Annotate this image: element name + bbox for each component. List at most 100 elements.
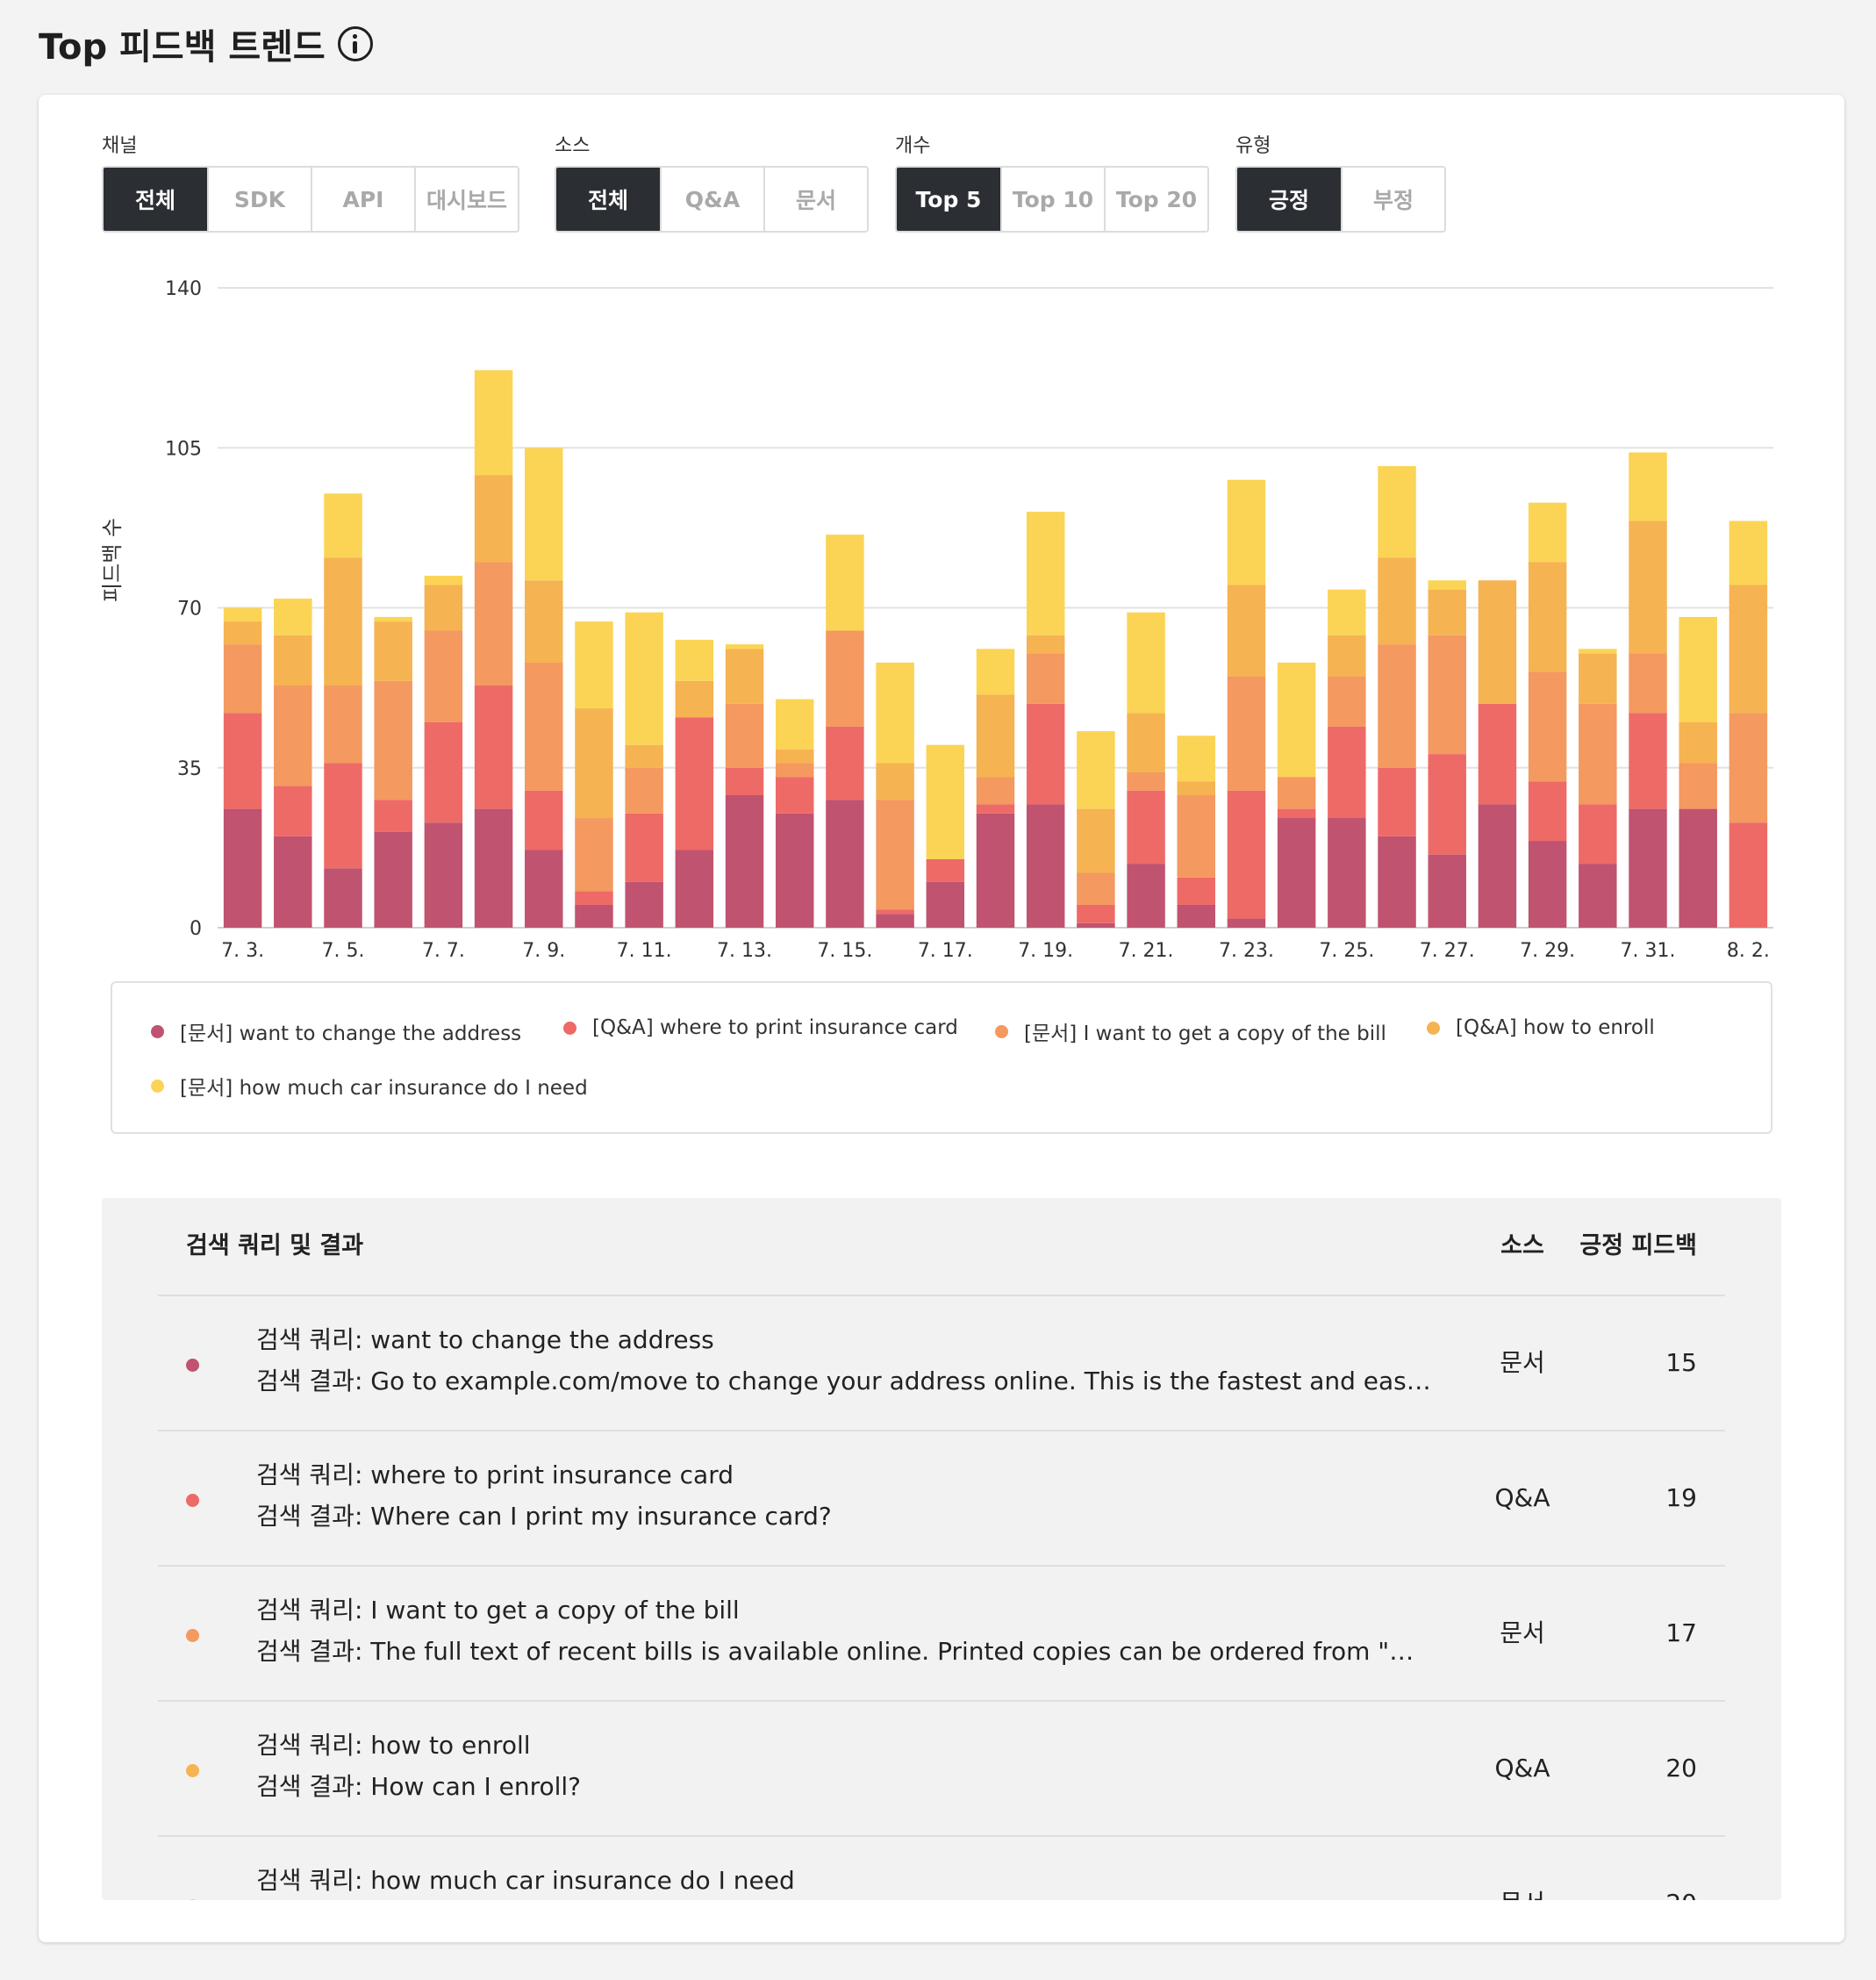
x-tick-label: 7. 27. — [1420, 940, 1475, 962]
x-tick-label: 7. 17. — [918, 940, 973, 962]
table-row[interactable]: 검색 쿼리: I want to get a copy of the bill … — [158, 1567, 1725, 1702]
legend-item-5[interactable]: [문서] how much car insurance do I need — [151, 1071, 588, 1101]
count-option-top10[interactable]: Top 10 — [1000, 168, 1104, 231]
bar-segment — [876, 800, 914, 910]
bar-segment — [223, 644, 262, 714]
bar-segment — [826, 800, 864, 928]
bar-segment — [1328, 818, 1366, 928]
bar-segment — [1629, 713, 1667, 809]
channel-option-api[interactable]: API — [311, 168, 414, 231]
table-row[interactable]: 검색 쿼리: where to print insurance card 검색 … — [158, 1431, 1725, 1567]
bar-segment — [1077, 922, 1115, 928]
bar-segment — [1579, 804, 1617, 864]
row-dot — [186, 1899, 199, 1900]
channel-option-all[interactable]: 전체 — [104, 168, 207, 231]
table-row[interactable]: 검색 쿼리: want to change the address 검색 결과:… — [158, 1296, 1725, 1431]
source-option-docs[interactable]: 문서 — [763, 168, 867, 231]
bar-segment — [1478, 804, 1517, 928]
bar-segment — [1177, 781, 1216, 795]
x-tick-label: 7. 25. — [1319, 940, 1374, 962]
row-result: 검색 결과: How can I enroll? — [256, 1772, 582, 1801]
bar-segment — [1378, 836, 1416, 928]
bar-segment — [374, 616, 412, 622]
bar-segment — [1478, 703, 1517, 805]
row-dot — [186, 1494, 199, 1507]
x-tick-label: 7. 31. — [1621, 940, 1676, 962]
row-dot — [186, 1764, 199, 1777]
count-filter: 개수 Top 5 Top 10 Top 20 — [895, 134, 1209, 233]
table-row[interactable]: 검색 쿼리: how to enroll 검색 결과: How can I en… — [158, 1702, 1725, 1837]
bar-segment — [223, 607, 262, 622]
legend-label-5: [문서] how much car insurance do I need — [180, 1077, 588, 1100]
row-count: 19 — [1665, 1483, 1697, 1512]
count-option-top5[interactable]: Top 5 — [897, 168, 1000, 231]
row-result: 검색 결과: The full text of recent bills is … — [256, 1637, 1432, 1666]
bar-segment — [625, 744, 663, 768]
bar-segment — [525, 448, 563, 581]
bar-segment — [775, 777, 814, 814]
count-option-top20[interactable]: Top 20 — [1104, 168, 1207, 231]
bar-segment — [374, 831, 412, 928]
legend-item-2[interactable]: [Q&A] where to print insurance card — [563, 1016, 958, 1039]
legend-label-2: [Q&A] where to print insurance card — [592, 1016, 958, 1039]
bar-segment — [324, 868, 362, 928]
bar-segment — [926, 858, 965, 882]
type-option-positive[interactable]: 긍정 — [1237, 168, 1341, 231]
bar-segment — [1428, 589, 1466, 635]
info-icon[interactable] — [337, 26, 373, 61]
legend-item-3[interactable]: [문서] I want to get a copy of the bill — [995, 1016, 1386, 1046]
bar-segment — [1277, 662, 1316, 778]
bar-segment — [1629, 520, 1667, 654]
x-tick-label: 7. 13. — [717, 940, 772, 962]
bar-segment — [324, 557, 362, 686]
source-option-qna[interactable]: Q&A — [660, 168, 763, 231]
channel-option-dashboard[interactable]: 대시보드 — [414, 168, 518, 231]
bar-segment — [1026, 804, 1065, 928]
y-tick-label: 35 — [177, 758, 202, 780]
legend-item-1[interactable]: [문서] want to change the address — [151, 1016, 521, 1046]
header-source: 소스 — [1500, 1232, 1544, 1259]
bar-segment — [1328, 589, 1366, 635]
row-result: 검색 결과: Where can I print my insurance ca… — [256, 1502, 832, 1531]
type-option-negative[interactable]: 부정 — [1341, 168, 1444, 231]
bar-segment — [725, 767, 764, 795]
bar-segment — [575, 708, 613, 819]
legend-dot-3 — [995, 1024, 1008, 1038]
source-segmented-control: 전체 Q&A 문서 — [555, 166, 869, 233]
legend-label-1: [문서] want to change the address — [180, 1022, 522, 1045]
page-title-text: Top 피드백 트렌드 — [39, 27, 326, 68]
bar-segment — [424, 822, 463, 928]
type-filter: 유형 긍정 부정 — [1235, 134, 1446, 233]
bar-segment — [1177, 794, 1216, 878]
y-tick-label: 0 — [190, 918, 202, 940]
x-tick-label: 7. 5. — [321, 940, 364, 962]
bar-segment — [1227, 790, 1266, 919]
bar-segment — [725, 649, 764, 704]
count-segmented-control: Top 5 Top 10 Top 20 — [895, 166, 1209, 233]
bar-segment — [1378, 767, 1416, 836]
header-count: 긍정 피드백 — [1579, 1232, 1697, 1259]
bar-segment — [525, 790, 563, 850]
bar-segment — [725, 644, 764, 649]
bar-segment — [1026, 653, 1065, 704]
row-dot — [186, 1629, 199, 1642]
bar-segment — [474, 369, 513, 476]
x-tick-label: 8. 2. — [1727, 940, 1770, 962]
table-row[interactable]: 검색 쿼리: how much car insurance do I need … — [158, 1837, 1725, 1900]
source-option-all[interactable]: 전체 — [556, 168, 660, 231]
row-count: 20 — [1665, 1754, 1697, 1783]
bar-segment — [1177, 904, 1216, 928]
bar-segment — [1277, 808, 1316, 819]
legend-item-4[interactable]: [Q&A] how to enroll — [1427, 1016, 1655, 1039]
bar-segment — [675, 680, 714, 718]
bar-segment — [976, 777, 1015, 805]
channel-option-sdk[interactable]: SDK — [207, 168, 311, 231]
legend-dot-4 — [1427, 1021, 1440, 1035]
bar-segment — [926, 881, 965, 928]
bar-segment — [1528, 502, 1567, 563]
bar-segment — [1428, 854, 1466, 928]
row-source: Q&A — [1494, 1483, 1550, 1512]
bar-segment — [625, 767, 663, 814]
y-axis-title: 피드백 수 — [100, 518, 125, 602]
bar-segment — [1729, 822, 1768, 928]
